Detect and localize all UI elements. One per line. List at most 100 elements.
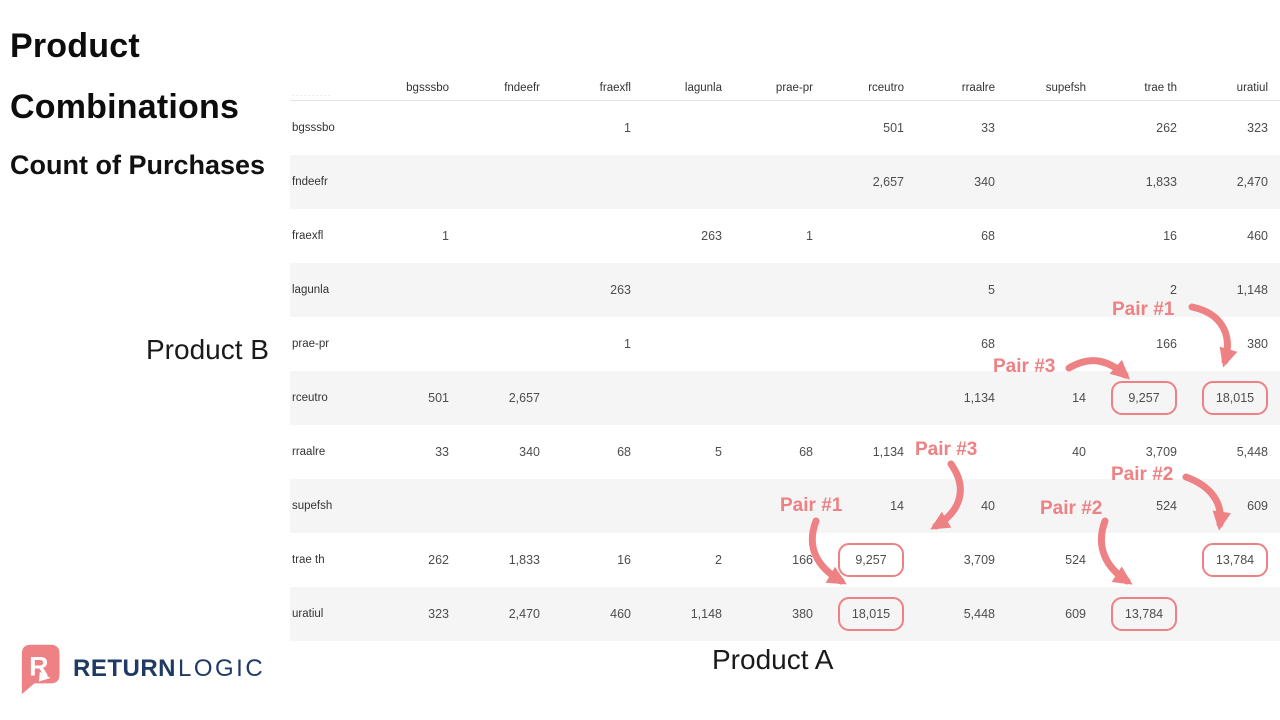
matrix-cell (1098, 533, 1189, 587)
row-label: supefsh (292, 500, 333, 512)
logo-brand-logic: LOGIC (178, 655, 266, 682)
matrix-cell: 13,784 (1098, 587, 1189, 641)
matrix-cell (461, 263, 552, 317)
row-label: uratiul (292, 608, 324, 620)
column-header: fndeefr (504, 82, 540, 94)
redacted-corner-label: .......... (292, 88, 333, 98)
highlight-circle: 9,257 (838, 543, 904, 577)
matrix-cell: 5 (988, 283, 995, 297)
matrix-cell: 2,470 (1236, 175, 1268, 189)
matrix-cell: 1 (806, 229, 813, 243)
matrix-cell (643, 479, 734, 533)
column-header: supefsh (1045, 82, 1086, 94)
matrix-cell: 501 (883, 121, 904, 135)
matrix-cell (461, 317, 552, 371)
row-axis-label: Product B (146, 334, 269, 365)
column-header: uratiul (1236, 82, 1268, 94)
matrix-cell (370, 479, 461, 533)
matrix-row: fraexfl 1 263 1 68 16 460 (290, 209, 1280, 263)
matrix-cell: 3,709 (1145, 445, 1177, 459)
matrix-cell: 1,134 (872, 445, 904, 459)
title-line2: Combinations (10, 88, 240, 126)
matrix-cell: 524 (1156, 499, 1177, 513)
row-label: fndeefr (292, 176, 328, 188)
matrix-cell: 16 (1163, 229, 1177, 243)
highlight-circle: 18,015 (838, 597, 904, 631)
matrix-cell (370, 263, 461, 317)
matrix-cell (734, 317, 825, 371)
matrix-cell: 2 (715, 553, 722, 567)
matrix-cell: 380 (792, 607, 813, 621)
matrix-cell (1007, 101, 1098, 155)
row-label: prae-pr (292, 338, 330, 350)
row-label: fraexfl (292, 230, 324, 242)
matrix-cell: 460 (1247, 229, 1268, 243)
matrix-table: .......... bgsssbo fndeefr fraexfl lagunla pr… (290, 76, 1280, 641)
matrix-cell: 340 (519, 445, 540, 459)
matrix-cell: 1,148 (1236, 283, 1268, 297)
matrix-cell (552, 155, 643, 209)
matrix-cell: 14 (890, 499, 904, 513)
matrix-cell: 501 (428, 391, 449, 405)
matrix-row: prae-pr 1 68 166 380 (290, 317, 1280, 371)
matrix-row: bgsssbo 1 501 33 262 323 (290, 101, 1280, 155)
matrix-cell: 2 (1170, 283, 1177, 297)
column-header: fraexfl (599, 82, 631, 94)
matrix-cell (461, 479, 552, 533)
matrix-cell: 33 (981, 121, 995, 135)
matrix-cell (1007, 155, 1098, 209)
matrix-cell: 1,833 (1145, 175, 1177, 189)
matrix-cell: 2,657 (508, 391, 540, 405)
matrix-row: trae th 262 1,833 16 2 166 9,257 3,709 524 13,784 (290, 533, 1280, 587)
row-label: trae th (292, 554, 325, 566)
matrix-cell (552, 209, 643, 263)
row-label: rceutro (292, 392, 328, 404)
matrix-cell: 1 (624, 121, 631, 135)
title-line1: Product (10, 27, 140, 65)
column-header: rceutro (868, 82, 904, 94)
column-header: trae th (1144, 82, 1177, 94)
pair-annotation-label: Pair #1 (780, 495, 843, 516)
matrix-cell: 3,709 (963, 553, 995, 567)
matrix-cell (643, 263, 734, 317)
matrix-header-row: .......... bgsssbo fndeefr fraexfl lagunla pr… (290, 76, 1280, 101)
matrix-cell: 166 (792, 553, 813, 567)
matrix-cell (825, 209, 916, 263)
column-header: rraalre (961, 82, 995, 94)
matrix-row: rraalre 33 340 68 5 68 1,134 40 3,709 5,448 (290, 425, 1280, 479)
returnlogic-logo-icon: R (21, 644, 60, 695)
matrix-cell: 18,015 (825, 587, 916, 641)
matrix-cell (734, 101, 825, 155)
matrix-cell (734, 371, 825, 425)
matrix-cell: 340 (974, 175, 995, 189)
pair-annotation-label: Pair #2 (1040, 498, 1103, 519)
matrix-cell (461, 155, 552, 209)
matrix-cell (643, 317, 734, 371)
matrix-cell (1007, 209, 1098, 263)
matrix-cell: 5 (715, 445, 722, 459)
matrix-cell: 16 (617, 553, 631, 567)
matrix-cell: 33 (435, 445, 449, 459)
matrix-cell: 2,657 (872, 175, 904, 189)
matrix-cell (370, 155, 461, 209)
matrix-cell (825, 371, 916, 425)
returnlogic-logo: R RETURN LOGIC (12, 640, 265, 698)
matrix-cell (734, 155, 825, 209)
matrix-cell (825, 263, 916, 317)
row-label: rraalre (292, 446, 326, 458)
matrix-cell (1189, 587, 1280, 641)
matrix-cell (643, 371, 734, 425)
page-subtitle: Count of Purchases (10, 150, 266, 180)
matrix-cell: 18,015 (1189, 371, 1280, 425)
highlight-circle: 13,784 (1111, 597, 1177, 631)
svg-text:R: R (29, 651, 48, 681)
highlight-circle: 18,015 (1202, 381, 1268, 415)
matrix-row: fndeefr 2,657 340 1,833 2,470 (290, 155, 1280, 209)
matrix-cell: 5,448 (1236, 445, 1268, 459)
matrix-row: uratiul 323 2,470 460 1,148 380 18,015 5,448 609… (290, 587, 1280, 641)
matrix-cell (643, 155, 734, 209)
matrix-cell (734, 263, 825, 317)
matrix-cell: 40 (1072, 445, 1086, 459)
matrix-cell: 9,257 (825, 533, 916, 587)
matrix-cell: 9,257 (1098, 371, 1189, 425)
